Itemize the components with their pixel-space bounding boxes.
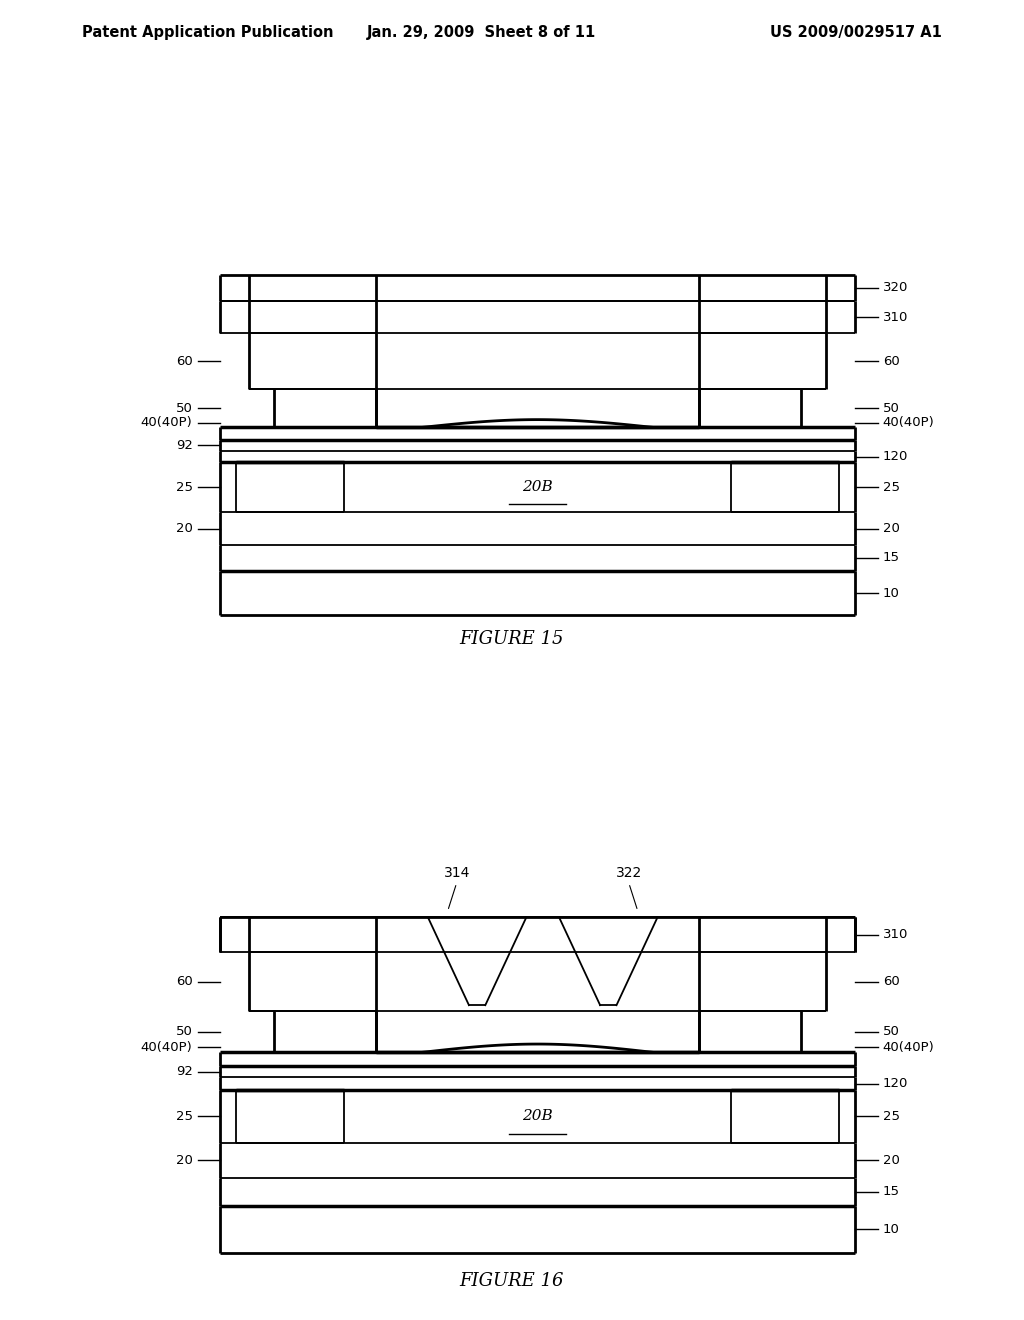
Text: 50: 50 bbox=[883, 1026, 899, 1039]
Text: 25: 25 bbox=[175, 1110, 193, 1123]
Text: Jan. 29, 2009  Sheet 8 of 11: Jan. 29, 2009 Sheet 8 of 11 bbox=[367, 25, 596, 41]
Text: 10: 10 bbox=[883, 586, 899, 599]
Text: 60: 60 bbox=[176, 975, 193, 989]
Text: 20: 20 bbox=[883, 1154, 899, 1167]
Text: 25: 25 bbox=[175, 480, 193, 494]
Text: 20: 20 bbox=[176, 1154, 193, 1167]
Text: 310: 310 bbox=[883, 310, 908, 323]
Text: US 2009/0029517 A1: US 2009/0029517 A1 bbox=[770, 25, 942, 41]
Text: 310: 310 bbox=[883, 928, 908, 941]
Text: 50: 50 bbox=[176, 1026, 193, 1039]
Text: 120: 120 bbox=[883, 450, 908, 463]
Text: 40(40P): 40(40P) bbox=[883, 1040, 935, 1053]
Text: 320: 320 bbox=[883, 281, 908, 294]
Text: 92: 92 bbox=[176, 440, 193, 451]
Text: 120: 120 bbox=[883, 1077, 908, 1090]
Text: 60: 60 bbox=[883, 975, 899, 989]
Text: 15: 15 bbox=[883, 1185, 900, 1199]
Text: 40(40P): 40(40P) bbox=[140, 1040, 193, 1053]
Text: 60: 60 bbox=[176, 355, 193, 368]
Text: 25: 25 bbox=[883, 1110, 900, 1123]
Text: 20: 20 bbox=[176, 523, 193, 535]
Text: 20: 20 bbox=[883, 523, 899, 535]
Text: 10: 10 bbox=[883, 1222, 899, 1236]
Text: 20B: 20B bbox=[522, 480, 553, 495]
Text: FIGURE 15: FIGURE 15 bbox=[460, 630, 564, 648]
Text: 25: 25 bbox=[883, 480, 900, 494]
Text: 314: 314 bbox=[443, 866, 470, 879]
Text: 40(40P): 40(40P) bbox=[140, 416, 193, 429]
Text: 15: 15 bbox=[883, 552, 900, 565]
Text: FIGURE 16: FIGURE 16 bbox=[460, 1272, 564, 1291]
Text: 40(40P): 40(40P) bbox=[883, 416, 935, 429]
Text: Patent Application Publication: Patent Application Publication bbox=[82, 25, 334, 41]
Text: 50: 50 bbox=[176, 401, 193, 414]
Text: 50: 50 bbox=[883, 401, 899, 414]
Text: 20B: 20B bbox=[522, 1110, 553, 1123]
Text: 322: 322 bbox=[615, 866, 642, 879]
Text: 60: 60 bbox=[883, 355, 899, 368]
Text: 92: 92 bbox=[176, 1065, 193, 1078]
